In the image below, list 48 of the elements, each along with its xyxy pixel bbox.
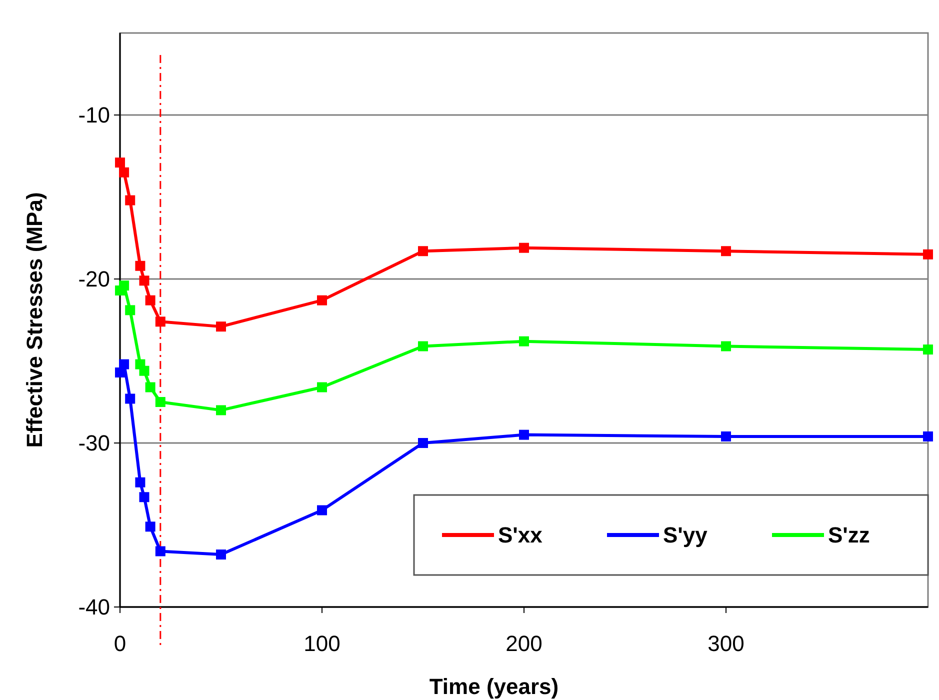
y-axis-title: Effective Stresses (MPa)	[22, 192, 47, 448]
point	[418, 246, 428, 256]
point	[216, 322, 226, 332]
point	[119, 359, 130, 370]
x-tick-label: 300	[708, 631, 744, 656]
point	[145, 295, 156, 306]
y-tick-label: -10	[78, 102, 110, 128]
point	[721, 431, 731, 442]
point	[145, 522, 156, 532]
point	[145, 382, 156, 392]
legend-label: S'zz	[828, 522, 870, 548]
point	[119, 167, 130, 178]
point	[519, 242, 529, 253]
y-tick-label: -40	[78, 594, 110, 620]
point	[923, 431, 933, 442]
y-tick-label: -20	[78, 266, 110, 292]
point	[125, 305, 136, 316]
point	[135, 260, 146, 271]
x-tick-label: 200	[506, 631, 542, 656]
point	[139, 366, 150, 376]
y-tick-label: -30	[78, 430, 110, 456]
point	[317, 295, 327, 306]
point	[519, 430, 529, 440]
point	[418, 341, 428, 352]
point	[155, 316, 166, 327]
point	[721, 341, 731, 352]
point	[923, 344, 933, 355]
point	[721, 246, 731, 256]
point	[139, 276, 150, 286]
point	[317, 505, 327, 516]
point	[135, 477, 146, 488]
point	[115, 158, 125, 168]
point	[418, 438, 428, 448]
x-tick-label: 100	[304, 631, 340, 656]
point	[125, 195, 136, 206]
legend-label: S'yy	[663, 522, 708, 548]
point	[317, 382, 327, 392]
point	[216, 405, 226, 416]
point	[139, 492, 150, 502]
x-axis-title: Time (years)	[429, 674, 559, 699]
x-tick-label: 0	[114, 631, 126, 656]
point	[519, 336, 529, 346]
legend-label: S'xx	[498, 522, 544, 548]
point	[125, 394, 136, 404]
point	[155, 546, 166, 556]
point	[155, 397, 166, 407]
point	[923, 249, 933, 260]
point	[216, 550, 226, 560]
